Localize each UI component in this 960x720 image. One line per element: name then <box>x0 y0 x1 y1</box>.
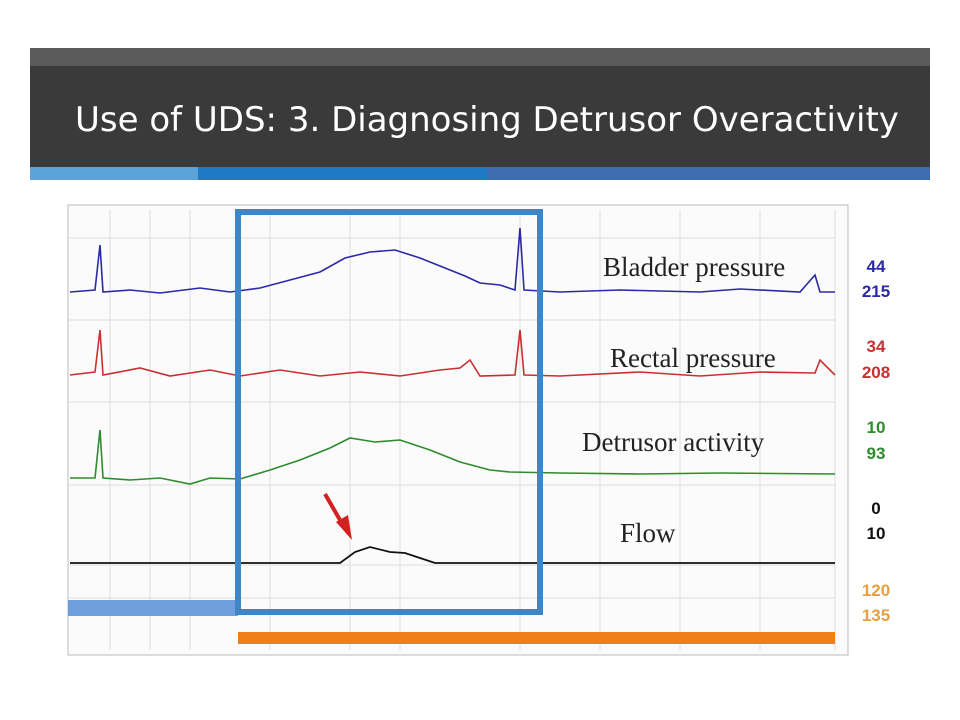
header-bar <box>30 66 930 167</box>
header-top-strip <box>30 48 930 66</box>
slide-title: Use of UDS: 3. Diagnosing Detrusor Overa… <box>75 100 899 140</box>
readout: 215 <box>862 282 890 301</box>
detrusor-trace <box>70 429 836 485</box>
readout: 10 <box>867 418 886 437</box>
accent-strip <box>487 167 930 180</box>
arrow <box>323 493 342 521</box>
channel-label: Detrusor activity <box>582 427 765 457</box>
tracing-grid <box>68 210 836 650</box>
highlight-box <box>235 209 543 615</box>
tracing-image: Bladder pressure Rectal pressure Detruso… <box>67 204 890 656</box>
readout: 120 <box>862 581 890 600</box>
readout: 0 <box>871 499 880 518</box>
flow-trace <box>70 546 835 564</box>
channel-label: Bladder pressure <box>603 252 785 282</box>
readout: 208 <box>862 363 890 382</box>
bladder-trace <box>69 227 835 294</box>
readout: 93 <box>867 444 886 463</box>
info-bar <box>68 600 238 616</box>
channel-label: Flow <box>620 518 676 548</box>
rectal-trace <box>69 329 836 377</box>
volume-bar <box>238 632 835 644</box>
readout: 135 <box>862 606 890 625</box>
arrow-head <box>336 515 352 540</box>
accent-strip <box>198 167 487 180</box>
readout: 44 <box>867 257 886 276</box>
tracing-frame <box>67 204 849 656</box>
readout: 10 <box>867 524 886 543</box>
channel-label: Rectal pressure <box>610 343 776 373</box>
accent-strip <box>30 167 198 180</box>
readout: 34 <box>867 337 886 356</box>
